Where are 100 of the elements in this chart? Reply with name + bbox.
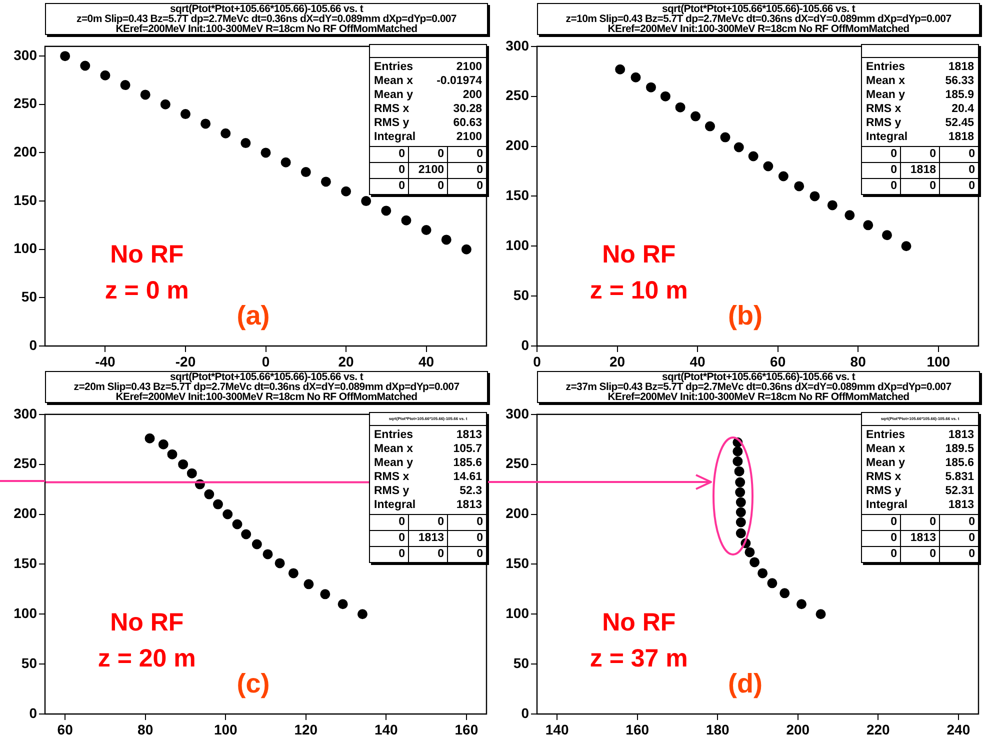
annotation: (b): [728, 300, 762, 332]
text: 0 0 0: [398, 516, 483, 528]
y-tick-label: 0: [521, 336, 530, 353]
y-tick-label: 250: [506, 87, 530, 104]
text: RMS x 20.4: [866, 103, 974, 115]
text: Entries 1818: [866, 61, 974, 73]
x-tick-label: 140: [374, 721, 398, 737]
chart-subtitle: z=20m Slip=0.43 Bz=5.7T dp=2.7MeVc dt=0.36ns dX=dY=0.089mm dXp=dYp=0.007 KEref=200MeV Init:100-300MeV R=18cm No RF OffMomMatched: [72, 381, 460, 403]
y-tick-label: 250: [14, 95, 38, 112]
text: Mean x -0.01974: [374, 75, 482, 87]
x-tick-label: 40: [418, 353, 434, 370]
x-tick-label: 200: [786, 721, 810, 737]
text: RMS x 5.831: [866, 471, 974, 483]
y-tick-label: 50: [21, 654, 38, 671]
y-tick-label: 150: [506, 555, 530, 572]
y-tick-label: 100: [14, 604, 38, 621]
x-tick-label: 180: [706, 721, 730, 737]
y-tick-label: 300: [506, 37, 530, 54]
annotation: No RF: [602, 240, 676, 270]
annotation: No RF: [110, 608, 184, 638]
x-tick-label: 0: [533, 353, 542, 370]
text: 0 1813 0: [890, 532, 975, 544]
y-tick-label: 200: [506, 505, 530, 522]
y-tick-label: 300: [14, 46, 38, 63]
text: RMS y 52.45: [866, 117, 974, 129]
x-tick-label: 60: [770, 353, 786, 370]
y-tick-label: 200: [506, 137, 530, 154]
x-tick-label: 220: [866, 721, 890, 737]
chart-subtitle: z=10m Slip=0.43 Bz=5.7T dp=2.7MeVc dt=0.36ns dX=dY=0.089mm dXp=dYp=0.007 KEref=200MeV Init:100-300MeV R=18cm No RF OffMomMatched: [564, 13, 952, 35]
x-tick-label: 140: [545, 721, 569, 737]
x-tick-label: 60: [57, 721, 74, 737]
x-tick-label: 100: [926, 353, 950, 370]
y-tick-label: 300: [14, 405, 38, 422]
text: Mean y 185.6: [866, 457, 974, 469]
x-tick-label: 80: [138, 721, 154, 737]
text: Mean x 56.33: [866, 75, 974, 87]
annotation: No RF: [110, 240, 184, 270]
y-tick-label: 250: [14, 455, 38, 472]
text: 0 0 0: [890, 148, 975, 160]
text: 0 2100 0: [398, 164, 483, 176]
chart-title: sqrt(Ptot*Ptot+105.66*105.66)-105.66 vs. t: [170, 371, 364, 383]
chart-subtitle: z=0m Slip=0.43 Bz=5.7T dp=2.7MeVc dt=0.36ns dX=dY=0.089mm dXp=dYp=0.007 KEref=200MeV Init:100-300MeV R=18cm No RF OffMomMatched: [76, 13, 458, 35]
text: 0 0 0: [890, 180, 975, 192]
text: Mean x 105.7: [374, 443, 482, 455]
y-tick-label: 0: [29, 336, 38, 353]
text: RMS y 60.63: [374, 117, 482, 129]
annotation: No RF: [602, 608, 676, 638]
annotation: z = 37 m: [590, 644, 688, 674]
annotation: (a): [236, 300, 270, 332]
y-tick-label: 200: [14, 505, 38, 522]
text: Integral 1818: [866, 131, 974, 143]
x-tick-label: 240: [946, 721, 970, 737]
y-tick-label: 250: [506, 455, 530, 472]
y-tick-label: 150: [14, 192, 38, 208]
y-tick-label: 100: [14, 240, 38, 256]
x-tick-label: 160: [626, 721, 650, 737]
x-tick-label: 0: [262, 353, 270, 370]
text: RMS x 30.28: [374, 103, 482, 115]
x-tick-label: -20: [175, 353, 196, 370]
y-tick-label: 0: [521, 704, 530, 721]
x-tick-label: 80: [850, 353, 866, 370]
annotation: z = 20 m: [98, 644, 196, 674]
x-tick-label: 100: [214, 721, 238, 737]
y-tick-label: 300: [506, 405, 530, 422]
text: Mean x 189.5: [866, 443, 974, 455]
text: Mean y 200: [374, 89, 482, 101]
text: Entries 1813: [866, 429, 974, 441]
text: 0 0 0: [890, 516, 975, 528]
text: Integral 1813: [374, 499, 482, 511]
annotation: (d): [728, 668, 762, 700]
x-tick-label: 40: [690, 353, 706, 370]
chart-title: sqrt(Ptot*Ptot+105.66*105.66)-105.66 vs. t: [662, 371, 856, 383]
text: RMS y 52.3: [374, 485, 482, 497]
text: Entries 2100: [374, 61, 482, 73]
y-tick-label: 50: [513, 654, 530, 671]
text: 0 1813 0: [398, 532, 483, 544]
text: 0 1818 0: [890, 164, 975, 176]
y-tick-label: 50: [21, 288, 38, 305]
text: 0 0 0: [398, 180, 483, 192]
x-tick-label: 160: [454, 721, 478, 737]
x-tick-label: 120: [294, 721, 318, 737]
annotation: (c): [236, 668, 270, 700]
chart-title: sqrt(Ptot*Ptot+105.66*105.66)-105.66 vs. t: [170, 3, 364, 15]
x-tick-label: -40: [95, 353, 116, 370]
text: Mean y 185.9: [866, 89, 974, 101]
text: RMS y 52.31: [866, 485, 974, 497]
text: Integral 2100: [374, 131, 482, 143]
chart-title: sqrt(Ptot*Ptot+105.66*105.66)-105.66 vs. t: [662, 3, 856, 15]
text: 0 0 0: [398, 548, 483, 560]
y-tick-label: 200: [14, 144, 38, 160]
text: RMS x 14.61: [374, 471, 482, 483]
y-tick-label: 50: [513, 286, 530, 303]
text: Integral 1813: [866, 499, 974, 511]
x-tick-label: 20: [609, 353, 626, 370]
y-tick-label: 150: [14, 555, 38, 572]
y-tick-label: 100: [506, 236, 530, 253]
annotation: z = 0 m: [104, 276, 189, 306]
annotation: z = 10 m: [590, 276, 688, 306]
text: Mean y 185.6: [374, 457, 482, 469]
chart-subtitle: z=37m Slip=0.43 Bz=5.7T dp=2.7MeVc dt=0.36ns dX=dY=0.089mm dXp=dYp=0.007 KEref=200MeV Init:100-300MeV R=18cm No RF OffMomMatched: [564, 381, 952, 403]
